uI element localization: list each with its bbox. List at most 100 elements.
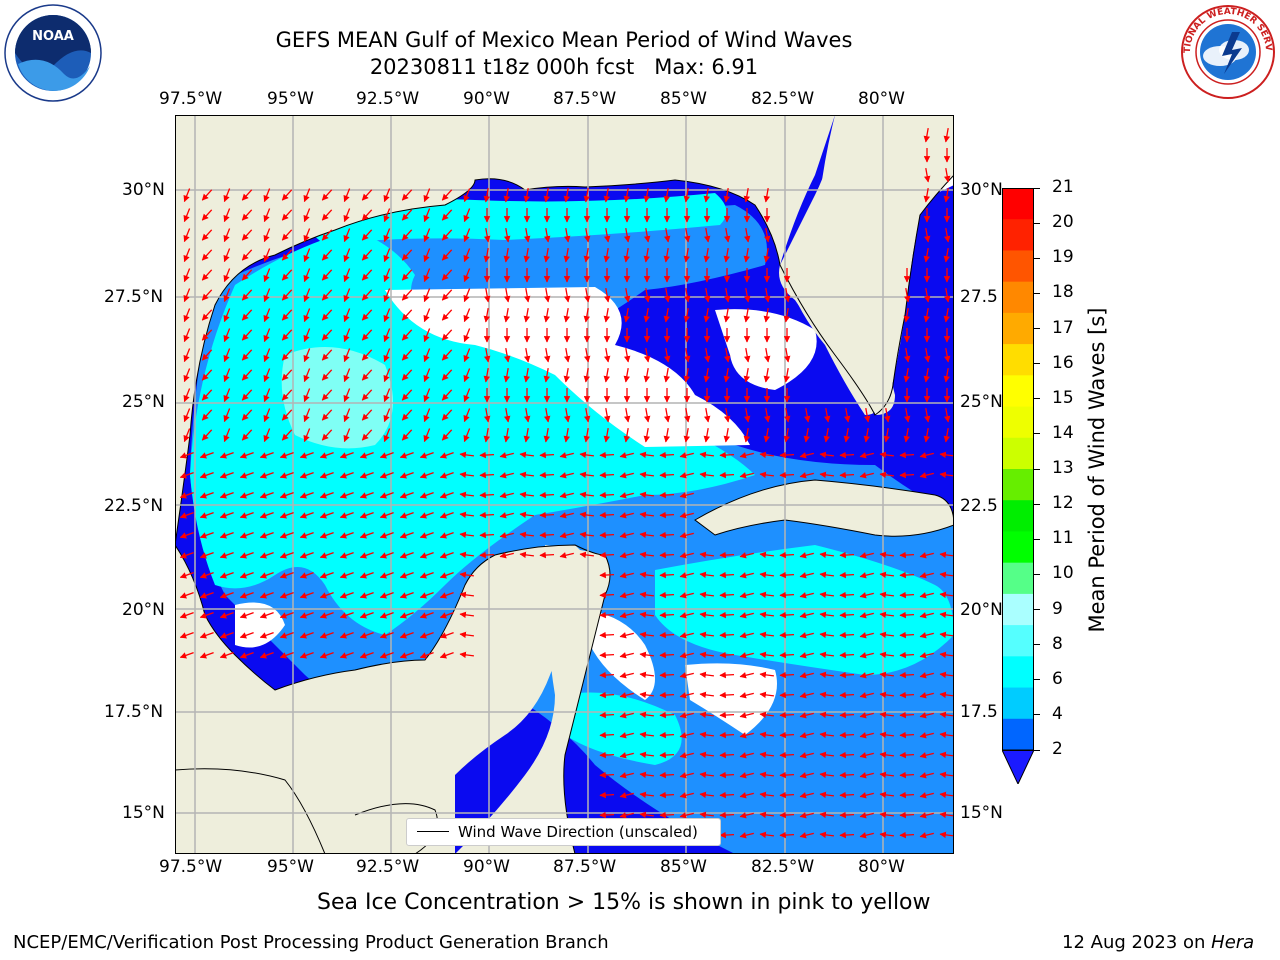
wind-arrow <box>423 268 431 283</box>
wind-arrow <box>439 471 454 479</box>
wind-arrow <box>819 591 834 599</box>
wind-arrow <box>223 328 231 343</box>
wind-arrow <box>361 409 373 421</box>
wind-arrow <box>599 531 615 539</box>
wind-arrow <box>763 227 771 243</box>
wind-arrow <box>783 287 791 303</box>
wind-arrow <box>279 551 294 559</box>
wind-arrow <box>279 491 294 499</box>
wind-arrow <box>659 571 675 579</box>
wind-arrow <box>441 229 453 241</box>
wind-arrow <box>463 368 471 383</box>
wind-arrow <box>683 307 691 323</box>
wind-arrow <box>859 552 874 559</box>
wind-arrow <box>783 367 791 383</box>
wind-arrow <box>923 307 931 323</box>
wind-arrow <box>879 451 894 459</box>
wind-arrow <box>879 631 894 639</box>
wind-arrow <box>303 408 311 423</box>
wind-arrow <box>839 831 855 839</box>
wind-arrow <box>939 651 954 659</box>
wind-arrow <box>619 572 634 579</box>
wind-arrow <box>303 428 311 443</box>
wind-arrow <box>179 631 194 639</box>
wind-arrow <box>839 731 855 739</box>
wind-arrow <box>339 611 354 619</box>
ocean-max-field <box>281 347 393 449</box>
wind-arrow <box>499 552 514 559</box>
colorbar-segment <box>1002 718 1034 751</box>
wind-arrow <box>819 831 834 839</box>
wind-arrow <box>639 591 654 599</box>
lat-label: 20°N <box>122 600 165 620</box>
wind-arrow <box>299 611 314 619</box>
wind-arrow <box>543 427 551 443</box>
wind-arrow <box>299 591 314 599</box>
wind-arrow <box>361 229 373 241</box>
wind-arrow <box>339 651 354 659</box>
wind-arrow <box>659 591 675 599</box>
wind-arrow <box>239 511 254 519</box>
wind-arrow <box>879 571 894 579</box>
wind-arrow <box>183 228 191 243</box>
wind-arrow <box>463 428 471 443</box>
wind-arrow <box>383 228 391 243</box>
wind-arrow <box>179 591 194 599</box>
wind-arrow <box>899 551 915 559</box>
wind-arrow <box>239 571 254 579</box>
wind-arrow <box>263 268 271 283</box>
wind-arrow <box>743 347 751 363</box>
wind-arrow <box>779 571 795 579</box>
wind-arrow <box>279 631 294 639</box>
wind-arrow <box>401 329 413 341</box>
wind-arrow <box>383 208 391 223</box>
wind-arrow <box>663 247 671 263</box>
wind-arrow <box>441 289 453 301</box>
wind-arrow <box>463 408 471 423</box>
wind-arrow <box>423 208 431 223</box>
wind-arrow <box>819 791 834 799</box>
wind-arrow <box>903 307 911 323</box>
wind-arrow <box>399 611 414 619</box>
lat-label: 30°N <box>122 180 165 200</box>
colorbar-tick-mark <box>1034 679 1040 681</box>
wind-arrow <box>679 712 694 719</box>
wind-arrow <box>321 429 333 441</box>
wind-arrow <box>919 792 934 799</box>
wind-arrow <box>463 328 471 343</box>
wind-arrow <box>899 691 915 699</box>
wind-arrow <box>223 228 231 243</box>
wind-arrow <box>499 532 514 539</box>
lon-label: 87.5°W <box>553 857 617 877</box>
wind-arrow <box>359 471 374 479</box>
wind-arrow <box>919 652 934 659</box>
wind-arrow <box>319 491 334 499</box>
wind-arrow <box>201 329 213 341</box>
wind-arrow <box>699 611 714 619</box>
wind-arrow <box>739 772 754 779</box>
wind-arrow <box>599 771 615 779</box>
wind-arrow <box>219 511 234 519</box>
wind-arrow <box>423 348 431 363</box>
wind-arrow <box>939 591 954 599</box>
wind-arrow <box>839 451 855 459</box>
wind-arrow <box>499 472 514 479</box>
wind-arrow <box>919 752 934 759</box>
wind-arrow <box>281 209 293 221</box>
wind-arrow <box>241 429 253 441</box>
wind-arrow <box>599 731 615 739</box>
wind-arrow <box>281 249 293 261</box>
wind-arrow <box>483 187 491 203</box>
wind-arrow <box>319 471 334 479</box>
wind-arrow <box>743 427 751 443</box>
colorbar-tick-mark <box>1034 257 1040 259</box>
wind-arrow <box>483 367 491 383</box>
wind-arrow <box>599 631 615 639</box>
wind-arrow <box>499 512 514 519</box>
wind-arrow <box>879 771 894 779</box>
wind-arrow <box>763 307 771 323</box>
wind-arrow <box>539 531 555 539</box>
wind-arrow <box>679 492 694 499</box>
wind-arrow <box>319 531 334 539</box>
wind-arrow <box>463 188 471 203</box>
